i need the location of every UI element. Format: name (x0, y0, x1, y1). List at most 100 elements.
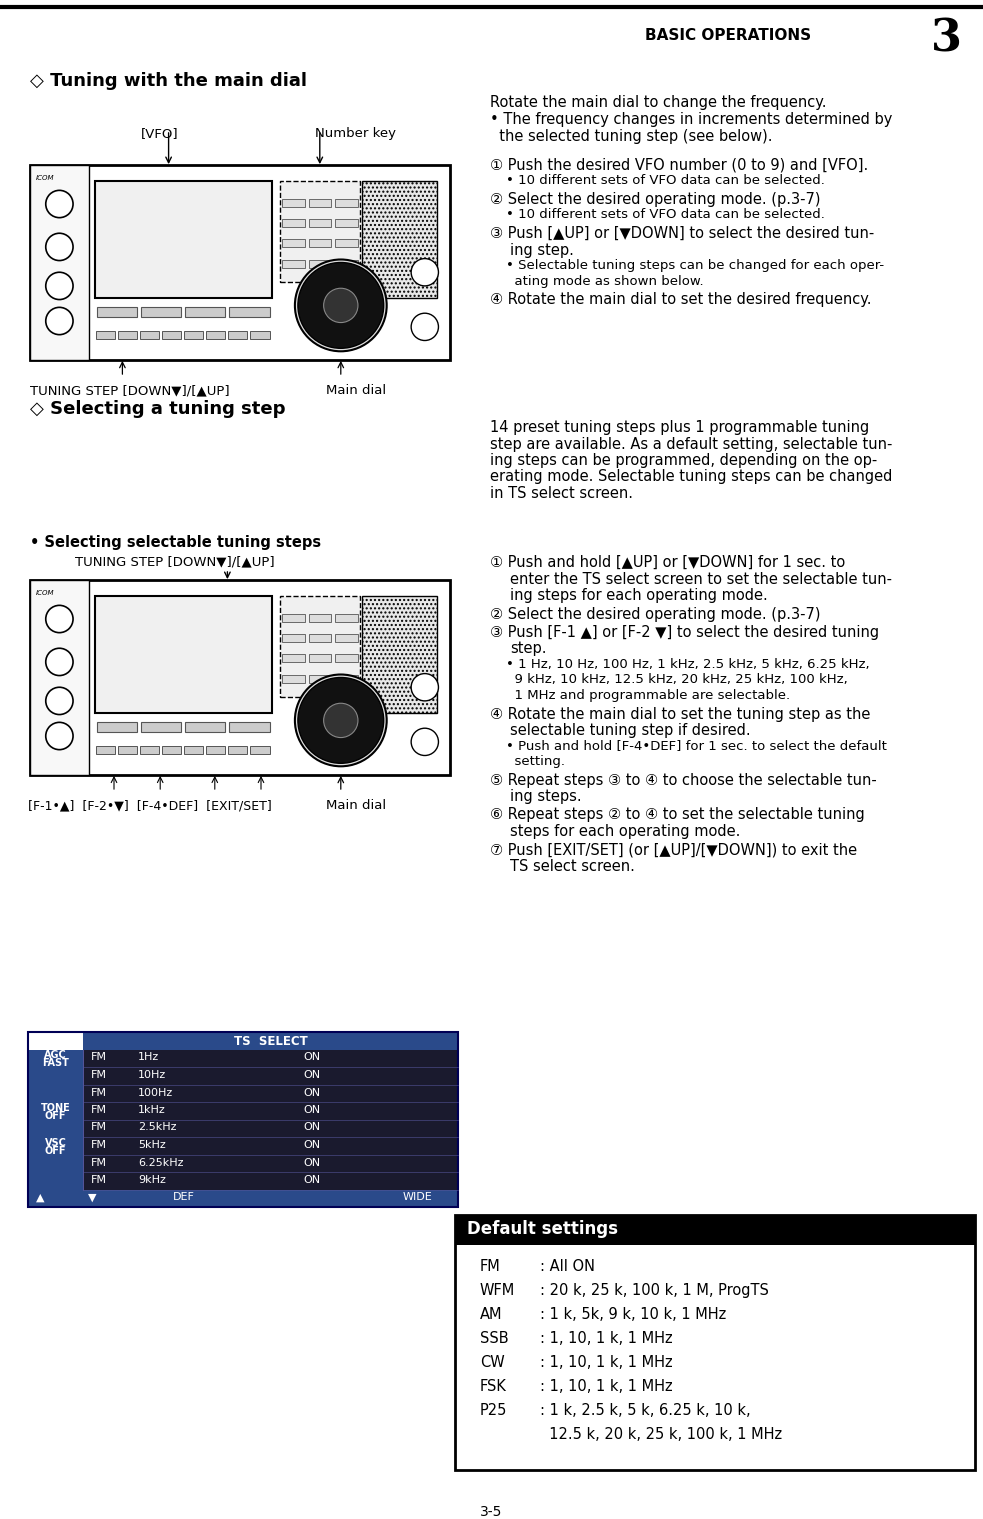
Text: Rotate the main dial to change the frequency.: Rotate the main dial to change the frequ… (490, 96, 827, 109)
Text: TS  SELECT: TS SELECT (234, 1034, 308, 1048)
Text: ③ Push [F-1 ▲] or [F-2 ▼] to select the desired tuning: ③ Push [F-1 ▲] or [F-2 ▼] to select the … (490, 624, 879, 639)
Bar (95, 595, 271, 712)
Circle shape (46, 723, 73, 750)
Text: 9 kHz, 10 kHz, 12.5 kHz, 20 kHz, 25 kHz, 100 kHz,: 9 kHz, 10 kHz, 12.5 kHz, 20 kHz, 25 kHz,… (506, 673, 847, 687)
Text: : All ON: : All ON (540, 1259, 595, 1274)
Text: ④ Rotate the main dial to set the tuning step as the: ④ Rotate the main dial to set the tuning… (490, 706, 870, 722)
Text: ① Push and hold [▲UP] or [▼DOWN] for 1 sec. to: ① Push and hold [▲UP] or [▼DOWN] for 1 s… (490, 554, 845, 570)
Bar (335, 655, 358, 662)
Text: DEF: DEF (173, 1192, 195, 1203)
Bar (362, 181, 437, 298)
Text: ON: ON (303, 1104, 320, 1115)
Bar (251, 331, 269, 339)
Text: selectable tuning step if desired.: selectable tuning step if desired. (510, 723, 751, 738)
Bar (455, 1215, 975, 1246)
Text: ▲: ▲ (36, 1192, 44, 1203)
Bar (83, 1154, 458, 1173)
Text: 3-5: 3-5 (480, 1505, 502, 1519)
Bar (83, 1138, 458, 1154)
Circle shape (46, 606, 73, 632)
Text: ON: ON (303, 1157, 320, 1168)
Bar (335, 674, 358, 682)
Text: SSB: SSB (480, 1331, 508, 1346)
Text: P25: P25 (480, 1404, 507, 1419)
Text: ICOM: ICOM (36, 589, 54, 595)
Text: ICOM: ICOM (36, 175, 54, 181)
Text: ① Push the desired VFO number (0 to 9) and [VFO].: ① Push the desired VFO number (0 to 9) a… (490, 158, 868, 173)
Bar (28, 1050, 83, 1189)
Text: ③ Push [▲UP] or [▼DOWN] to select the desired tun-: ③ Push [▲UP] or [▼DOWN] to select the de… (490, 226, 874, 242)
Circle shape (411, 728, 438, 755)
Text: FSK: FSK (480, 1379, 507, 1394)
Circle shape (46, 234, 73, 261)
Bar (83, 1085, 458, 1101)
Bar (30, 166, 88, 360)
Bar (83, 1050, 458, 1066)
Text: [F-1•▲]  [F-2•▼]  [F-4•DEF]  [EXIT/SET]: [F-1•▲] [F-2•▼] [F-4•DEF] [EXIT/SET] (28, 799, 271, 813)
Text: CW: CW (480, 1355, 504, 1370)
Text: 6.25kHz: 6.25kHz (138, 1157, 184, 1168)
Bar (282, 199, 305, 207)
Text: 3: 3 (931, 18, 962, 61)
Circle shape (46, 649, 73, 676)
Text: ⑦ Push [EXIT/SET] (or [▲UP]/[▼DOWN]) to exit the: ⑦ Push [EXIT/SET] (or [▲UP]/[▼DOWN]) to … (490, 843, 857, 858)
Text: : 1, 10, 1 k, 1 MHz: : 1, 10, 1 k, 1 MHz (540, 1355, 672, 1370)
Bar (83, 1085, 458, 1101)
Bar (162, 746, 181, 753)
Text: ing steps can be programmed, depending on the op-: ing steps can be programmed, depending o… (490, 453, 877, 468)
Bar (455, 1215, 975, 1470)
Text: ⑥ Repeat steps ② to ④ to set the selectable tuning: ⑥ Repeat steps ② to ④ to set the selecta… (490, 808, 865, 822)
Bar (30, 580, 450, 775)
Text: AM: AM (480, 1306, 502, 1322)
Text: FM: FM (91, 1069, 107, 1080)
Bar (280, 181, 360, 283)
Bar (282, 614, 305, 621)
Text: VSC: VSC (44, 1138, 67, 1148)
Bar (83, 1120, 458, 1138)
Text: 1kHz: 1kHz (138, 1104, 166, 1115)
Bar (309, 240, 331, 248)
Bar (335, 240, 358, 248)
Bar (309, 655, 331, 662)
Text: in TS select screen.: in TS select screen. (490, 486, 633, 501)
Bar (83, 1154, 458, 1173)
Bar (141, 746, 159, 753)
Text: the selected tuning step (see below).: the selected tuning step (see below). (490, 129, 773, 144)
Text: OFF: OFF (45, 1110, 66, 1121)
Text: ④ Rotate the main dial to set the desired frequency.: ④ Rotate the main dial to set the desire… (490, 292, 872, 307)
Text: FM: FM (91, 1104, 107, 1115)
Bar (142, 307, 181, 317)
Text: ing step.: ing step. (510, 243, 574, 258)
Text: Number key: Number key (315, 128, 396, 140)
Text: ating mode as shown below.: ating mode as shown below. (506, 275, 704, 287)
Bar (282, 260, 305, 267)
Bar (228, 331, 248, 339)
Bar (309, 633, 331, 643)
Text: 1 MHz and programmable are selectable.: 1 MHz and programmable are selectable. (506, 690, 790, 702)
Bar (206, 331, 225, 339)
Text: steps for each operating mode.: steps for each operating mode. (510, 823, 740, 838)
Text: ON: ON (303, 1053, 320, 1062)
Text: FM: FM (91, 1139, 107, 1150)
Text: setting.: setting. (506, 755, 565, 769)
Text: : 1 k, 2.5 k, 5 k, 6.25 k, 10 k,: : 1 k, 2.5 k, 5 k, 6.25 k, 10 k, (540, 1404, 751, 1419)
Bar (83, 1031, 458, 1050)
Bar (28, 1031, 458, 1208)
Text: : 1, 10, 1 k, 1 MHz: : 1, 10, 1 k, 1 MHz (540, 1331, 672, 1346)
Bar (142, 723, 181, 732)
Bar (335, 633, 358, 643)
Bar (96, 746, 115, 753)
Text: • 10 different sets of VFO data can be selected.: • 10 different sets of VFO data can be s… (506, 208, 825, 222)
Circle shape (411, 673, 438, 700)
Text: Main dial: Main dial (325, 384, 386, 396)
Bar (228, 746, 248, 753)
Bar (118, 746, 138, 753)
Text: erating mode. Selectable tuning steps can be changed: erating mode. Selectable tuning steps ca… (490, 469, 893, 485)
Text: 100Hz: 100Hz (138, 1088, 173, 1098)
Bar (186, 307, 225, 317)
Text: • 1 Hz, 10 Hz, 100 Hz, 1 kHz, 2.5 kHz, 5 kHz, 6.25 kHz,: • 1 Hz, 10 Hz, 100 Hz, 1 kHz, 2.5 kHz, 5… (506, 658, 870, 671)
Bar (309, 219, 331, 228)
Text: : 1 k, 5k, 9 k, 10 k, 1 MHz: : 1 k, 5k, 9 k, 10 k, 1 MHz (540, 1306, 726, 1322)
Text: TUNING STEP [DOWN▼]/[▲UP]: TUNING STEP [DOWN▼]/[▲UP] (30, 384, 230, 396)
Bar (362, 595, 437, 712)
